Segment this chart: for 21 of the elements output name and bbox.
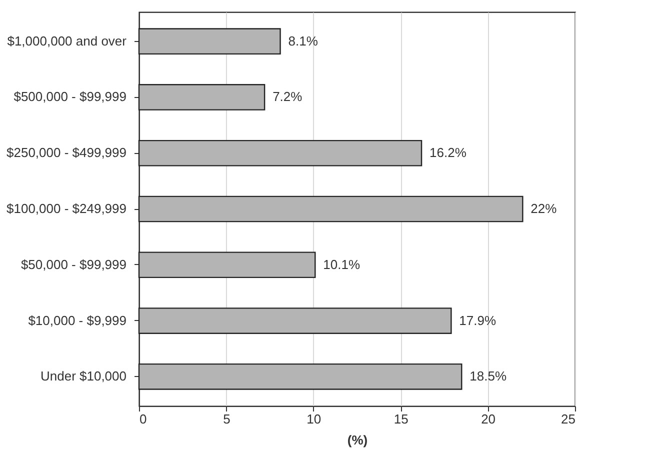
x-tick-label: 10 xyxy=(306,412,322,426)
y-tick-label: $100,000 - $249,999 xyxy=(6,201,126,216)
data-label: 17.9% xyxy=(459,312,496,328)
x-tick-label: 15 xyxy=(394,412,408,426)
x-tick-label: 25 xyxy=(561,412,576,426)
y-tick-label: $250,000 - $499,999 xyxy=(6,145,126,160)
data-label: 8.1% xyxy=(288,33,318,48)
data-label: 16.2% xyxy=(430,145,467,160)
x-tick-label: 20 xyxy=(481,412,496,426)
x-tick-label: 0 xyxy=(140,412,147,426)
y-tick-label: Under $10,000 xyxy=(40,368,126,384)
data-label: 7.2% xyxy=(272,89,303,104)
data-label: 18.5% xyxy=(470,368,507,384)
x-tick-label: 5 xyxy=(223,412,230,426)
data-label: 10.1% xyxy=(323,256,360,272)
data-label: 22% xyxy=(530,201,558,216)
y-tick-label: $1,000,000 and over xyxy=(7,33,128,48)
x-axis-title: (%) xyxy=(347,432,368,448)
y-tick-label: $500,000 - $99,999 xyxy=(14,89,126,104)
y-tick-label: $10,000 - $9,999 xyxy=(28,312,126,328)
y-tick-label: $50,000 - $99,999 xyxy=(20,256,126,272)
